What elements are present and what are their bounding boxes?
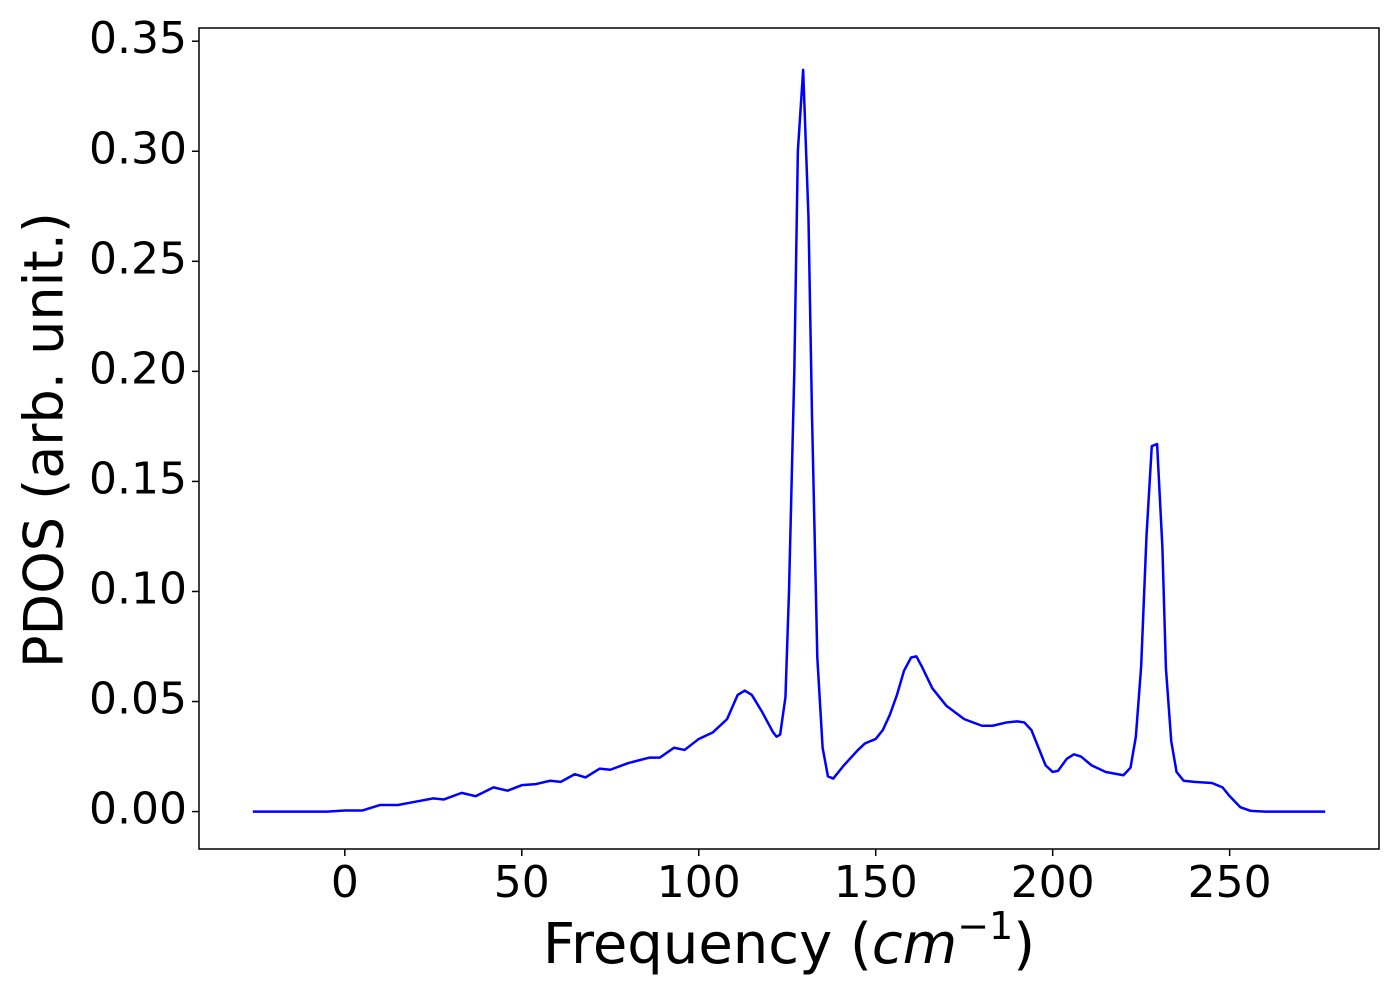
x-tick-label: 150 — [834, 857, 918, 908]
y-axis-label: PDOS (arb. unit.) — [13, 212, 76, 668]
x-label-text: Frequency ( — [543, 912, 872, 977]
y-tick-label: 0.15 — [89, 453, 187, 504]
y-tick-label: 0.35 — [89, 13, 187, 64]
plot-frame — [198, 27, 1380, 850]
data-line — [252, 68, 1326, 813]
y-tick-label: 0.20 — [89, 343, 187, 394]
x-tick-label: 250 — [1188, 857, 1272, 908]
x-label-unit: cm — [872, 912, 957, 977]
y-tick-label: 0.25 — [89, 233, 187, 284]
x-tick-label: 50 — [494, 857, 550, 908]
x-label-exponent: −1 — [957, 904, 1013, 948]
y-tick-label: 0.00 — [89, 784, 187, 835]
y-tick-label: 0.30 — [89, 123, 187, 174]
y-tick-label: 0.10 — [89, 563, 187, 614]
x-tick-label: 0 — [331, 857, 359, 908]
x-tick-label: 100 — [657, 857, 741, 908]
x-label-text: ) — [1013, 912, 1035, 977]
x-tick-label: 200 — [1011, 857, 1095, 908]
y-tick-label: 0.05 — [89, 674, 187, 725]
x-axis-label: Frequency (cm−1) — [543, 904, 1035, 978]
